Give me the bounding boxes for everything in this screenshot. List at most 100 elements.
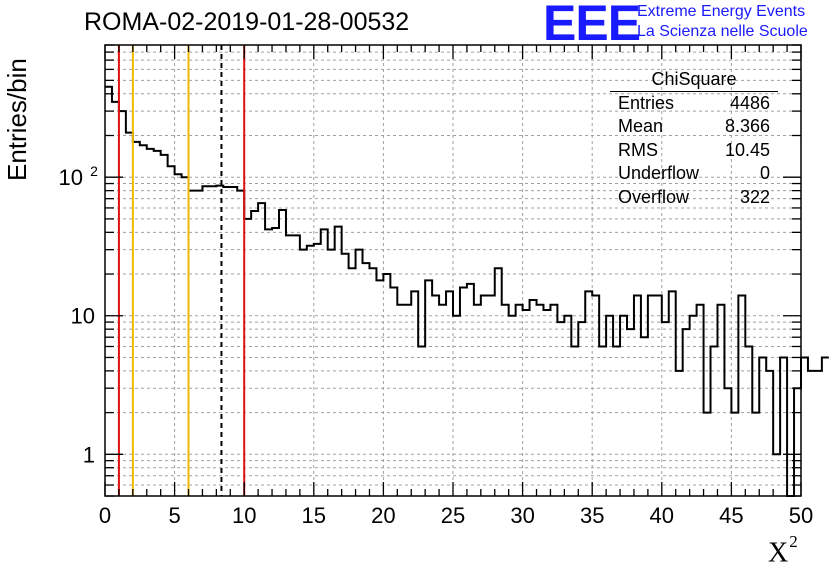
y-tick-label: 10	[71, 304, 95, 329]
histogram-bin	[230, 187, 237, 496]
histogram-bin	[620, 316, 627, 496]
histogram-bin	[328, 250, 335, 496]
histogram-bin	[168, 166, 175, 496]
x-tick-label: 0	[99, 503, 111, 528]
histogram-bin	[641, 337, 648, 496]
histogram-bin	[738, 296, 745, 496]
stats-title: ChiSquare	[610, 67, 778, 92]
histogram-bin	[599, 346, 606, 496]
x-tick-label: 20	[371, 503, 395, 528]
logo-line-2: La Scienza nelle Scuole	[637, 23, 808, 40]
stats-label: Overflow	[618, 186, 690, 207]
histogram-bin	[300, 250, 307, 496]
histogram-bin	[112, 102, 119, 496]
histogram-bin	[481, 296, 488, 496]
histogram-bin	[314, 244, 321, 496]
histogram-bin	[557, 322, 564, 496]
histogram-bin	[321, 229, 328, 496]
y-tick-label: 1	[83, 442, 95, 467]
histogram-bin	[356, 250, 363, 496]
stats-row-underflow: Underflow 0	[610, 162, 778, 185]
histogram-bins	[105, 85, 829, 497]
histogram-bin	[592, 296, 599, 496]
histogram-bin	[690, 316, 697, 496]
x-tick-label: 50	[789, 503, 813, 528]
histogram-bin	[251, 211, 258, 496]
histogram-bin	[390, 287, 397, 496]
histogram-bin	[488, 296, 495, 496]
histogram-bin	[564, 316, 571, 496]
logo-line-1: Extreme Energy Events	[637, 3, 806, 20]
stats-row-mean: Mean 8.366	[610, 115, 778, 138]
stats-row-overflow: Overflow 322	[610, 186, 778, 209]
histogram-bin	[369, 268, 376, 496]
histogram-bin	[808, 371, 815, 496]
histogram-bin	[606, 316, 613, 496]
histogram-bin	[349, 268, 356, 496]
histogram-bin	[815, 371, 822, 496]
stats-label: Mean	[618, 116, 664, 137]
histogram-bin	[648, 296, 655, 496]
histogram-bin	[662, 322, 669, 496]
eee-logo: EEE	[543, 0, 641, 51]
histogram-bin	[495, 268, 502, 496]
histogram-bin	[161, 155, 168, 496]
histogram-bin	[759, 357, 766, 496]
histogram-bin	[189, 191, 196, 496]
histogram-bin	[154, 151, 161, 496]
histogram-bin	[335, 227, 342, 496]
x-tick-label: 25	[441, 503, 465, 528]
histogram-bin	[258, 203, 265, 496]
histogram-bin	[279, 210, 286, 496]
stats-value: 10.45	[724, 139, 770, 160]
histogram-bin	[676, 371, 683, 496]
histogram-bin	[265, 229, 272, 496]
histogram-bin	[745, 346, 752, 496]
histogram-bin	[801, 357, 808, 496]
y-axis-label: Entries/bin	[2, 58, 32, 181]
run-title: ROMA-02-2019-01-28-00532	[84, 8, 410, 36]
histogram-bin	[655, 296, 662, 496]
x-tick-label: 45	[719, 503, 743, 528]
stats-value: 0	[759, 163, 770, 184]
stats-value: 322	[739, 186, 770, 207]
histogram-bin	[133, 142, 140, 496]
x-tick-label: 10	[232, 503, 256, 528]
histogram-outline	[105, 85, 829, 497]
reference-lines	[117, 45, 246, 496]
histogram-bin	[509, 316, 516, 496]
histogram-bin	[119, 111, 126, 496]
histogram-bin	[766, 371, 773, 496]
histogram-bin	[342, 254, 349, 496]
x-tick-label: 40	[650, 503, 674, 528]
histogram-bin	[780, 357, 787, 496]
x-tick-label: 15	[302, 503, 326, 528]
axis-ticks: 0 5 10 15 20 25 30 35 40 45 50 1 10 10 2	[59, 44, 813, 528]
y-tick-label: 10	[59, 165, 83, 190]
stats-label: RMS	[618, 139, 658, 160]
stats-box: ChiSquare Entries 4486 Mean 8.366 RMS 10…	[610, 67, 778, 209]
y-tick-exponent: 2	[90, 163, 98, 179]
histogram-bin	[272, 228, 279, 496]
histogram-bin	[223, 187, 230, 496]
x-tick-label: 30	[510, 503, 534, 528]
stats-row-rms: RMS 10.45	[610, 139, 778, 162]
stats-row-entries: Entries 4486	[610, 92, 778, 115]
histogram-bin	[237, 191, 244, 496]
histogram-bin	[822, 357, 829, 496]
histogram-bin	[432, 296, 439, 496]
histogram-bin	[175, 174, 182, 496]
histogram-bin	[794, 388, 801, 496]
x-tick-label: 35	[580, 503, 604, 528]
histogram-bin	[140, 145, 147, 496]
histogram-bin	[383, 274, 390, 496]
histogram-bin	[578, 322, 585, 496]
histogram-bin	[195, 191, 202, 496]
histogram-bin	[182, 177, 189, 496]
histogram-bin	[711, 346, 718, 496]
histogram-bin	[460, 287, 467, 496]
histogram-bin	[724, 388, 731, 496]
histogram-bin	[613, 346, 620, 496]
histogram-bin	[571, 346, 578, 496]
